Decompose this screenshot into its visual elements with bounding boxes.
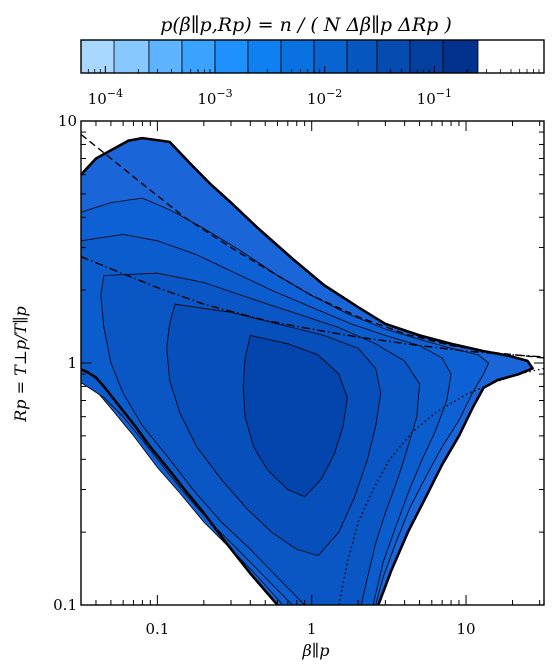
plot-area: 0.1 1 10 0.1 1 10 bbox=[53, 112, 545, 638]
outer-contour-line-1 bbox=[81, 368, 279, 605]
y-tick-label: 0.1 bbox=[53, 596, 77, 614]
axis-ticks: 0.1 1 10 0.1 1 10 bbox=[53, 112, 544, 638]
contour-region-5 bbox=[242, 334, 348, 498]
colorbar-ticks: 10−4 10−3 10−2 10−1 bbox=[80, 66, 540, 108]
x-tick-label: 1 bbox=[307, 620, 317, 638]
dashed-curve bbox=[81, 133, 544, 359]
chart-title: p(β∥p,Rp) = n / ( N Δβ∥p ΔRp ) bbox=[160, 14, 452, 36]
outer-contour-line-0 bbox=[81, 136, 534, 605]
y-tick-label: 10 bbox=[58, 112, 77, 130]
colorbar-tick-label: 10−2 bbox=[307, 87, 342, 108]
colorbar-band-5 bbox=[247, 39, 282, 74]
colorbar-band-10 bbox=[409, 39, 444, 74]
contour-lines bbox=[81, 136, 534, 605]
colorbar-band-7 bbox=[313, 39, 348, 74]
colorbar-band-2 bbox=[148, 39, 183, 74]
dash-dot-curve bbox=[81, 256, 544, 358]
colorbar-tick-label: 10−1 bbox=[417, 87, 452, 108]
colorbar-band-3 bbox=[181, 39, 216, 74]
colorbar-band-11 bbox=[442, 39, 479, 74]
colorbar-band-4 bbox=[214, 39, 249, 74]
x-tick-label: 0.1 bbox=[145, 620, 169, 638]
threshold-curves bbox=[81, 133, 544, 605]
colorbar-band-1 bbox=[113, 39, 150, 74]
y-tick-label: 1 bbox=[67, 354, 77, 372]
x-tick-label: 10 bbox=[456, 620, 475, 638]
colorbar-band-8 bbox=[346, 39, 378, 74]
colorbar-band-6 bbox=[280, 39, 315, 74]
colorbar: 10−4 10−3 10−2 10−1 bbox=[80, 39, 545, 108]
colorbar-band-9 bbox=[376, 39, 411, 74]
colorbar-band-0 bbox=[81, 40, 115, 73]
colorbar-tick-label: 10−3 bbox=[197, 87, 232, 108]
colorbar-bands bbox=[81, 39, 479, 74]
colorbar-tick-label: 10−4 bbox=[88, 87, 123, 108]
y-axis-label: Rp = T⊥p/T∥p bbox=[11, 306, 30, 423]
colorbar-frame bbox=[80, 39, 545, 74]
contour-regions bbox=[81, 138, 533, 605]
x-axis-label: β∥p bbox=[302, 641, 330, 660]
